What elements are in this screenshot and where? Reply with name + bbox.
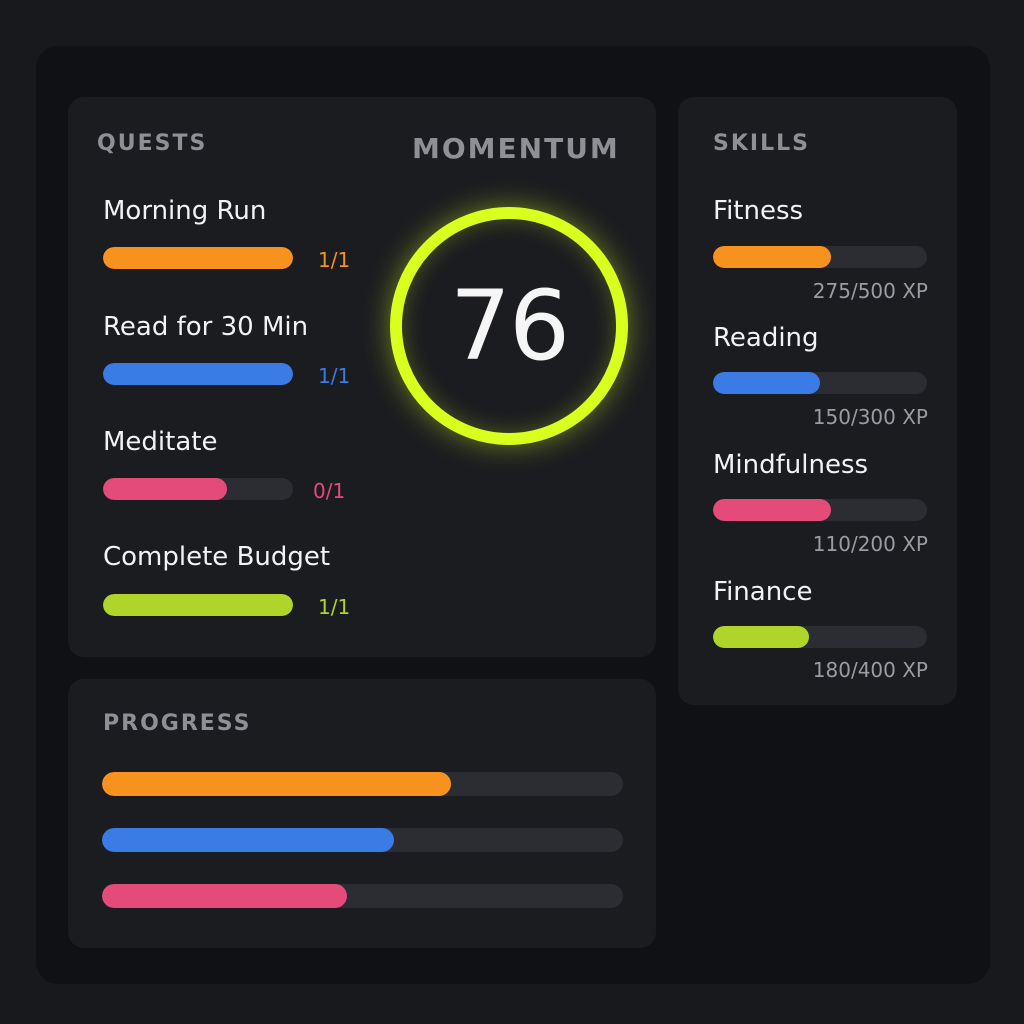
quest-name-morning-run: Morning Run xyxy=(103,196,267,226)
progress-bar xyxy=(102,884,623,908)
skill-name-reading: Reading xyxy=(713,323,819,353)
skill-xp-bar xyxy=(713,499,927,521)
quest-progress-bar xyxy=(103,478,293,500)
skill-xp-text: 275/500 XP xyxy=(812,279,928,303)
quest-count: 0/1 xyxy=(313,479,346,503)
skill-xp-fill xyxy=(713,372,820,394)
skill-xp-bar xyxy=(713,372,927,394)
skill-name-finance: Finance xyxy=(713,577,813,607)
quest-progress-bar xyxy=(103,594,293,616)
skill-xp-text: 180/400 XP xyxy=(812,658,928,682)
skills-title: SKILLS xyxy=(713,131,810,156)
skill-xp-text: 110/200 XP xyxy=(812,532,928,556)
momentum-title: MOMENTUM xyxy=(412,132,620,165)
skill-xp-bar xyxy=(713,246,927,268)
quest-count: 1/1 xyxy=(318,248,351,272)
skill-xp-text: 150/300 XP xyxy=(812,405,928,429)
skill-name-fitness: Fitness xyxy=(713,196,804,226)
quest-progress-bar xyxy=(103,247,293,269)
skills-panel xyxy=(678,97,957,705)
skill-name-mindfulness: Mindfulness xyxy=(713,450,869,480)
quest-progress-fill xyxy=(103,478,227,500)
quest-name-read: Read for 30 Min xyxy=(103,312,309,342)
momentum-score: 76 xyxy=(449,270,570,382)
progress-bar-fill xyxy=(102,828,394,852)
progress-bar-fill xyxy=(102,772,452,796)
quest-progress-bar xyxy=(103,363,293,385)
skill-xp-bar xyxy=(713,626,927,648)
progress-title: PROGRESS xyxy=(103,711,252,736)
quest-progress-fill xyxy=(103,363,293,385)
quest-progress-fill xyxy=(103,594,293,616)
progress-bar xyxy=(102,772,623,796)
quest-name-meditate: Meditate xyxy=(103,427,218,457)
quest-count: 1/1 xyxy=(318,595,351,619)
skill-xp-fill xyxy=(713,626,810,648)
quest-count: 1/1 xyxy=(318,364,351,388)
progress-bar xyxy=(102,828,623,852)
quests-title: QUESTS xyxy=(97,131,208,156)
quest-name-complete-budget: Complete Budget xyxy=(103,542,331,572)
progress-bar-fill xyxy=(102,884,347,908)
skill-xp-fill xyxy=(713,246,831,268)
quest-progress-fill xyxy=(103,247,293,269)
skill-xp-fill xyxy=(713,499,831,521)
